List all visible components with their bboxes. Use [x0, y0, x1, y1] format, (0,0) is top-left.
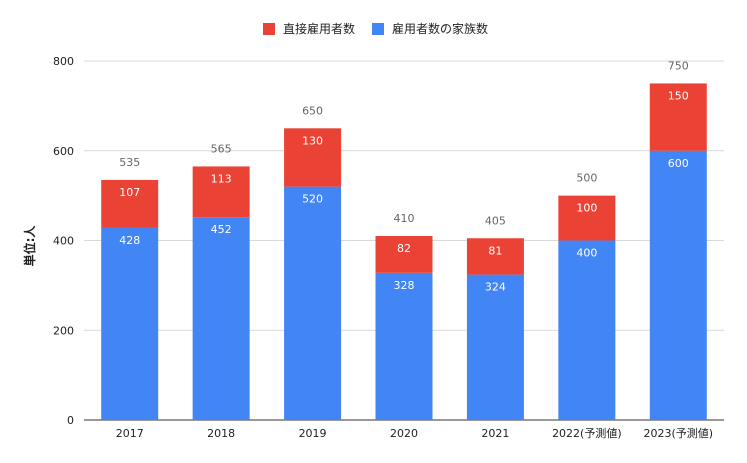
y-tick-label: 200: [53, 324, 74, 337]
legend-swatch-family: [372, 23, 384, 35]
bar-segment-label: 452: [211, 223, 232, 236]
bar-total-label: 750: [668, 59, 689, 72]
bar-segment: [101, 227, 159, 420]
legend-label-direct: 直接雇用者数: [283, 21, 355, 36]
bar-segment: [649, 150, 707, 420]
x-tick-label: 2022(予測値): [552, 426, 622, 440]
bar-segment-label: 428: [119, 234, 140, 247]
bar-segment-label: 130: [302, 134, 323, 147]
y-tick-label: 400: [53, 235, 74, 248]
bar-segment: [101, 179, 159, 228]
y-tick-label: 600: [53, 145, 74, 158]
bar-segment-label: 107: [119, 186, 140, 199]
bar-segment: [466, 238, 524, 275]
bar-segment: [284, 128, 342, 187]
bars: 428 107 535 452 113 565 520 130 650 328 82 410 324 81…: [101, 59, 707, 420]
x-tick-label: 2020: [390, 427, 418, 440]
bar-segment-label: 81: [488, 244, 502, 257]
x-tick-label: 2023(予測値): [643, 426, 713, 440]
x-tick-labels: 2017 2018 2019 2020 2021 2022(予測値) 2023(予測値): [116, 426, 713, 440]
bar-segment-label: 150: [668, 89, 689, 102]
bar-total-label: 405: [485, 214, 506, 227]
y-tick-label: 800: [53, 55, 74, 68]
bar-segment-label: 520: [302, 193, 323, 206]
bar-segment: [192, 217, 250, 420]
bar-total-label: 650: [302, 104, 323, 117]
x-tick-label: 2018: [207, 427, 235, 440]
bar-segment: [558, 195, 616, 241]
bar-segment: [375, 236, 433, 273]
bar-segment-label: 113: [211, 172, 232, 185]
bar-segment: [284, 186, 342, 420]
x-tick-label: 2021: [481, 427, 509, 440]
bar-total-label: 500: [576, 172, 597, 185]
bar-segment-label: 324: [485, 281, 506, 294]
bar-segment-label: 100: [576, 202, 597, 215]
x-tick-label: 2017: [116, 427, 144, 440]
bar-segment-label: 600: [668, 157, 689, 170]
bar-segment: [375, 272, 433, 420]
y-tick-labels: 0 200 400 600 800: [53, 55, 74, 427]
legend-swatch-direct: [263, 23, 275, 35]
bar-segment-label: 400: [576, 247, 597, 260]
bar-total-label: 410: [394, 212, 415, 225]
bar-segment: [192, 166, 250, 218]
bar-segment: [558, 240, 616, 420]
bar-total-label: 565: [211, 142, 232, 155]
bar-segment-label: 82: [397, 242, 411, 255]
bar-segment: [649, 83, 707, 151]
y-axis-label: 単位:人: [22, 225, 37, 267]
legend-label-family: 雇用者数の家族数: [392, 21, 488, 36]
legend: 直接雇用者数 雇用者数の家族数: [263, 21, 488, 36]
bar-total-label: 535: [119, 156, 140, 169]
x-tick-label: 2019: [299, 427, 327, 440]
y-tick-label: 0: [67, 414, 74, 427]
bar-segment-label: 328: [394, 279, 415, 292]
bar-segment: [466, 274, 524, 420]
